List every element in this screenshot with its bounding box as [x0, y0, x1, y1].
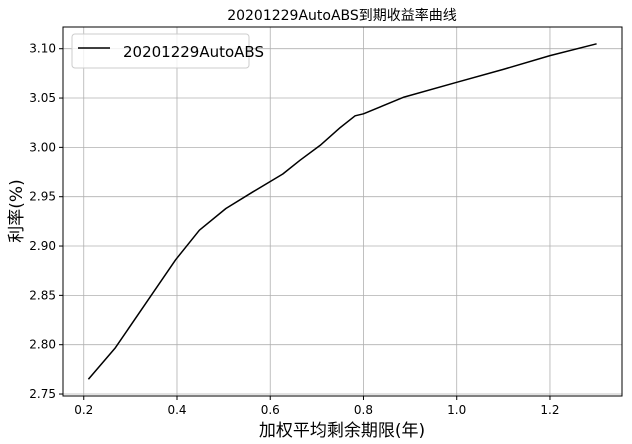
series-line	[87, 43, 597, 380]
y-tick-label: 3.10	[29, 42, 56, 56]
x-axis: 0.2 0.4 0.6 0.8 1.0 1.2	[74, 396, 560, 417]
legend-box	[71, 33, 250, 69]
y-tick-label: 2.95	[29, 190, 56, 204]
y-tick-label: 2.80	[29, 338, 56, 352]
y-tick-label: 2.85	[29, 288, 56, 302]
chart-title: 20201229AutoABS到期收益率曲线	[227, 7, 457, 24]
x-axis-label: 加权平均剩余期限(年)	[259, 421, 425, 441]
y-tick-label: 2.75	[29, 387, 56, 401]
x-tick-label: 0.8	[354, 403, 373, 417]
y-tick-label: 3.05	[29, 91, 56, 105]
grid	[63, 27, 622, 396]
legend: 20201229AutoABS	[71, 33, 264, 69]
legend-label: 20201229AutoABS	[123, 43, 264, 61]
series-lines	[87, 43, 597, 380]
plot-frame	[62, 26, 623, 397]
y-axis-label: 利率(%)	[7, 179, 27, 242]
x-tick-label: 0.4	[167, 403, 186, 417]
x-tick-label: 1.0	[447, 403, 466, 417]
y-tick-label: 2.90	[29, 239, 56, 253]
x-tick-label: 0.2	[74, 403, 93, 417]
x-tick-label: 1.2	[540, 403, 559, 417]
x-tick-label: 0.6	[261, 403, 280, 417]
y-tick-label: 3.00	[29, 140, 56, 154]
y-axis: 2.75 2.80 2.85 2.90 2.95 3.00 3.05 3.10	[29, 42, 63, 401]
